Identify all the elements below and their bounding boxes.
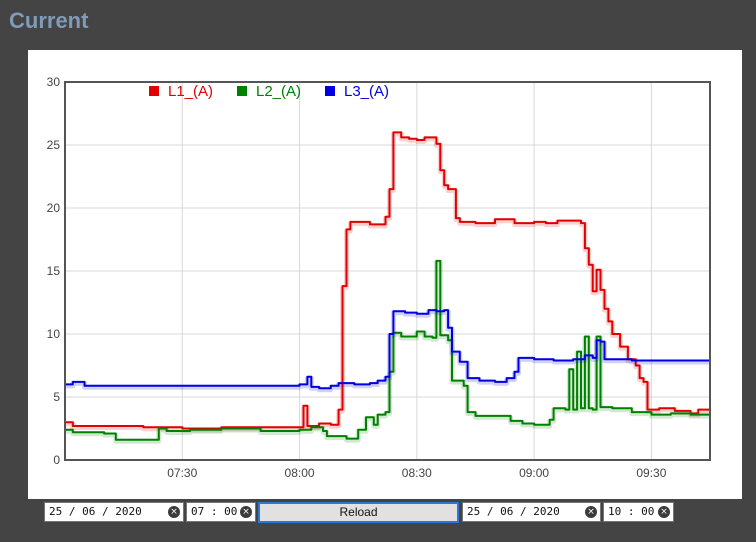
end-time-input[interactable]: 10 : 00 × bbox=[603, 502, 674, 522]
x-tick-label: 09:30 bbox=[636, 466, 666, 480]
start-time-input[interactable]: 07 : 00 × bbox=[186, 502, 256, 522]
current-chart: 0 5 10 15 20 25 30 07:30 08:00 08:30 09:00 09:30 L1_… bbox=[47, 75, 711, 480]
date-range-controls: 25 / 06 / 2020 × 07 : 00 × Reload 25 / 0… bbox=[0, 502, 756, 524]
series-line-1 bbox=[65, 131, 710, 430]
series-line-3 bbox=[65, 309, 710, 390]
reload-button[interactable]: Reload bbox=[258, 502, 459, 523]
end-date-value: 25 / 06 / 2020 bbox=[467, 505, 560, 518]
y-tick-label: 25 bbox=[47, 138, 61, 152]
x-tick-label: 08:30 bbox=[402, 466, 432, 480]
legend-label: L3_(A) bbox=[344, 83, 389, 100]
plot-frame bbox=[64, 81, 711, 461]
clear-icon[interactable]: × bbox=[585, 506, 597, 518]
x-tick-label: 09:00 bbox=[519, 466, 549, 480]
legend-swatch bbox=[237, 86, 247, 96]
x-tick-label: 08:00 bbox=[285, 466, 315, 480]
legend-swatch bbox=[149, 86, 159, 96]
page-title: Current bbox=[9, 8, 89, 33]
clear-icon[interactable]: × bbox=[658, 506, 670, 518]
chart-panel: 0 5 10 15 20 25 30 07:30 08:00 08:30 09:00 09:30 L1_… bbox=[28, 50, 742, 499]
clear-icon[interactable]: × bbox=[240, 506, 252, 518]
start-date-input[interactable]: 25 / 06 / 2020 × bbox=[44, 502, 184, 522]
series-line-2 bbox=[65, 259, 710, 441]
x-tick-label: 07:30 bbox=[167, 466, 197, 480]
end-time-value: 10 : 00 bbox=[608, 505, 655, 518]
legend-label: L2_(A) bbox=[256, 83, 301, 100]
start-date-value: 25 / 06 / 2020 bbox=[49, 505, 142, 518]
end-date-input[interactable]: 25 / 06 / 2020 × bbox=[462, 502, 601, 522]
y-tick-label: 10 bbox=[47, 327, 61, 341]
clear-icon[interactable]: × bbox=[168, 506, 180, 518]
y-tick-label: 0 bbox=[53, 453, 60, 467]
y-tick-label: 15 bbox=[47, 264, 61, 278]
start-time-value: 07 : 00 bbox=[191, 505, 238, 518]
y-tick-label: 5 bbox=[53, 390, 60, 404]
legend-label: L1_(A) bbox=[168, 83, 213, 100]
legend-swatch bbox=[325, 86, 335, 96]
y-tick-label: 20 bbox=[47, 201, 61, 215]
y-tick-label: 30 bbox=[47, 75, 61, 89]
